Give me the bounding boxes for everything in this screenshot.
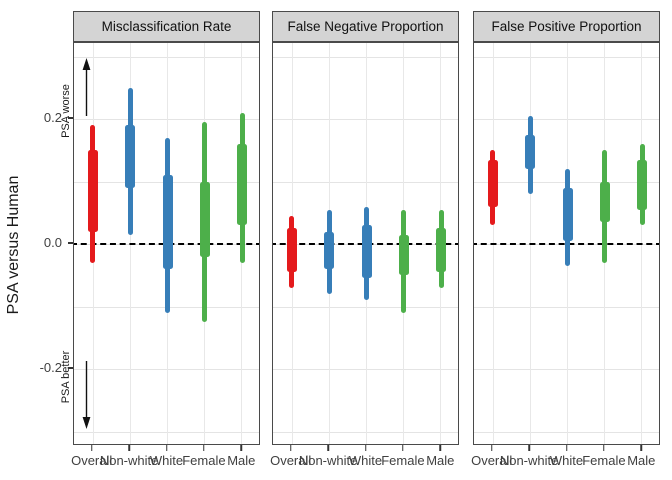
x-tick: [402, 445, 404, 451]
arrow-canvas: [82, 58, 91, 429]
interval-inner: [324, 231, 335, 269]
facet-strip: False Negative Proportion: [272, 11, 459, 42]
interval-inner: [562, 187, 573, 241]
x-tick: [327, 445, 329, 451]
interval-inner: [125, 125, 136, 188]
facet-title: Misclassification Rate: [101, 19, 232, 34]
facet-strip: False Positive Proportion: [473, 11, 660, 42]
y-tick: [68, 117, 73, 119]
x-tick: [490, 445, 493, 451]
y-tick-label: -0.2: [39, 360, 62, 375]
x-tick-label: Male: [227, 453, 256, 468]
x-tick: [90, 445, 93, 451]
interval-inner: [436, 228, 447, 273]
annotation-arrows: [74, 43, 104, 444]
facet-strip: Misclassification Rate: [73, 11, 260, 42]
facet-title: False Positive Proportion: [491, 19, 642, 34]
x-tick-label: Male: [426, 453, 455, 468]
x-tick: [439, 445, 442, 451]
x-tick-label: Overall: [270, 453, 312, 468]
interval-inner: [637, 159, 648, 210]
interval-inner: [599, 181, 610, 223]
interval-inner: [237, 144, 248, 226]
interval-inner: [162, 175, 173, 269]
x-tick: [603, 445, 605, 451]
x-tick-label: White: [149, 453, 184, 468]
x-tick-label: White: [348, 453, 383, 468]
panel-1: [73, 42, 260, 445]
interval-inner: [199, 181, 210, 257]
x-tick: [165, 445, 168, 451]
x-tick-label: Overall: [471, 453, 513, 468]
interval-inner: [398, 234, 409, 276]
panel-2: [272, 42, 459, 445]
x-tick-label: Female: [582, 453, 626, 468]
y-tick-label: 0.2: [43, 110, 62, 125]
psa-better-label: PSA better: [60, 350, 72, 404]
facet-title: False Negative Proportion: [287, 19, 444, 34]
x-tick: [240, 445, 243, 451]
interval-inner: [286, 228, 297, 273]
y-tick: [68, 242, 73, 244]
x-tick: [128, 445, 130, 451]
x-tick-label: Overall: [71, 453, 113, 468]
y-tick: [68, 367, 73, 369]
x-tick-label: Male: [627, 453, 656, 468]
panel-3: [473, 42, 660, 445]
x-tick: [565, 445, 568, 451]
x-tick-label: White: [549, 453, 584, 468]
x-tick-label: Non-white: [99, 453, 159, 468]
interval-inner: [87, 150, 98, 232]
x-tick-label: Non-white: [499, 453, 559, 468]
x-tick: [364, 445, 367, 451]
x-tick-label: Non-white: [298, 453, 358, 468]
x-tick: [640, 445, 643, 451]
interval-inner: [487, 159, 498, 207]
y-tick-label: 0.0: [43, 235, 62, 250]
x-tick-label: Female: [381, 453, 425, 468]
x-tick: [528, 445, 530, 451]
interval-inner: [525, 134, 536, 169]
x-tick-label: Female: [182, 453, 226, 468]
psa-better-arrow-head: [82, 417, 91, 429]
x-tick: [289, 445, 292, 451]
psa-worse-arrow-head: [82, 58, 91, 70]
interval-inner: [361, 225, 372, 279]
x-tick: [203, 445, 205, 451]
